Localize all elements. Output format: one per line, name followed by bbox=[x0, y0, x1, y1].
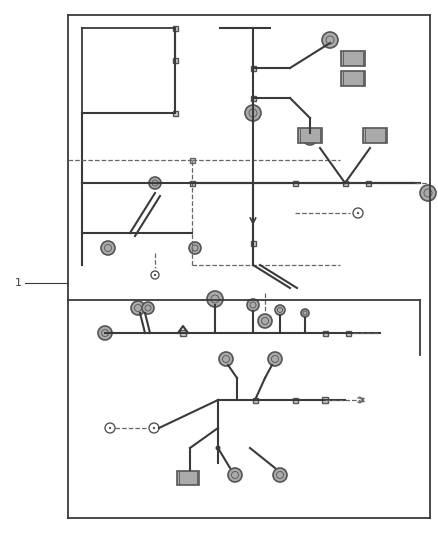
Circle shape bbox=[223, 356, 230, 362]
Bar bbox=[173, 58, 177, 62]
Circle shape bbox=[326, 36, 334, 44]
Circle shape bbox=[249, 109, 257, 117]
Bar bbox=[293, 398, 297, 402]
Circle shape bbox=[134, 304, 141, 311]
Circle shape bbox=[142, 302, 154, 314]
Circle shape bbox=[424, 189, 432, 197]
Circle shape bbox=[276, 472, 283, 479]
Bar bbox=[190, 157, 194, 163]
Bar bbox=[173, 26, 177, 30]
Circle shape bbox=[149, 177, 161, 189]
Circle shape bbox=[189, 242, 201, 254]
Circle shape bbox=[232, 472, 239, 479]
Bar bbox=[251, 95, 255, 101]
Bar bbox=[252, 398, 258, 402]
Bar bbox=[341, 70, 365, 85]
Bar bbox=[341, 51, 365, 66]
Circle shape bbox=[273, 468, 287, 482]
Circle shape bbox=[268, 352, 282, 366]
Bar bbox=[322, 330, 328, 335]
Circle shape bbox=[102, 329, 109, 336]
Circle shape bbox=[152, 180, 158, 186]
Circle shape bbox=[258, 314, 272, 328]
Circle shape bbox=[250, 302, 256, 308]
Circle shape bbox=[301, 309, 309, 317]
Circle shape bbox=[322, 32, 338, 48]
Circle shape bbox=[272, 356, 279, 362]
Circle shape bbox=[247, 299, 259, 311]
Circle shape bbox=[207, 291, 223, 307]
Bar bbox=[251, 240, 255, 246]
Circle shape bbox=[245, 105, 261, 121]
Circle shape bbox=[278, 308, 283, 312]
Bar bbox=[180, 330, 186, 336]
Circle shape bbox=[303, 311, 307, 315]
Circle shape bbox=[145, 305, 151, 311]
Bar bbox=[298, 127, 322, 142]
Circle shape bbox=[98, 326, 112, 340]
Bar bbox=[363, 127, 387, 142]
Circle shape bbox=[154, 274, 156, 276]
Circle shape bbox=[303, 131, 317, 145]
Circle shape bbox=[261, 318, 268, 325]
Circle shape bbox=[307, 134, 314, 141]
Circle shape bbox=[420, 185, 436, 201]
Bar bbox=[251, 66, 255, 70]
Bar bbox=[346, 330, 350, 335]
Circle shape bbox=[153, 427, 155, 429]
Circle shape bbox=[219, 352, 233, 366]
Circle shape bbox=[131, 301, 145, 315]
Circle shape bbox=[215, 446, 220, 450]
Circle shape bbox=[192, 245, 198, 251]
Circle shape bbox=[109, 427, 111, 429]
Circle shape bbox=[275, 305, 285, 315]
Circle shape bbox=[105, 245, 112, 252]
Bar bbox=[322, 397, 328, 403]
Bar bbox=[293, 181, 297, 185]
Circle shape bbox=[101, 241, 115, 255]
Bar bbox=[190, 181, 194, 185]
Circle shape bbox=[357, 212, 359, 214]
Bar bbox=[365, 181, 371, 185]
Circle shape bbox=[228, 468, 242, 482]
Bar bbox=[177, 471, 199, 485]
Bar bbox=[343, 181, 347, 185]
Bar bbox=[173, 110, 177, 116]
Text: 1: 1 bbox=[14, 278, 21, 288]
Circle shape bbox=[211, 295, 219, 303]
